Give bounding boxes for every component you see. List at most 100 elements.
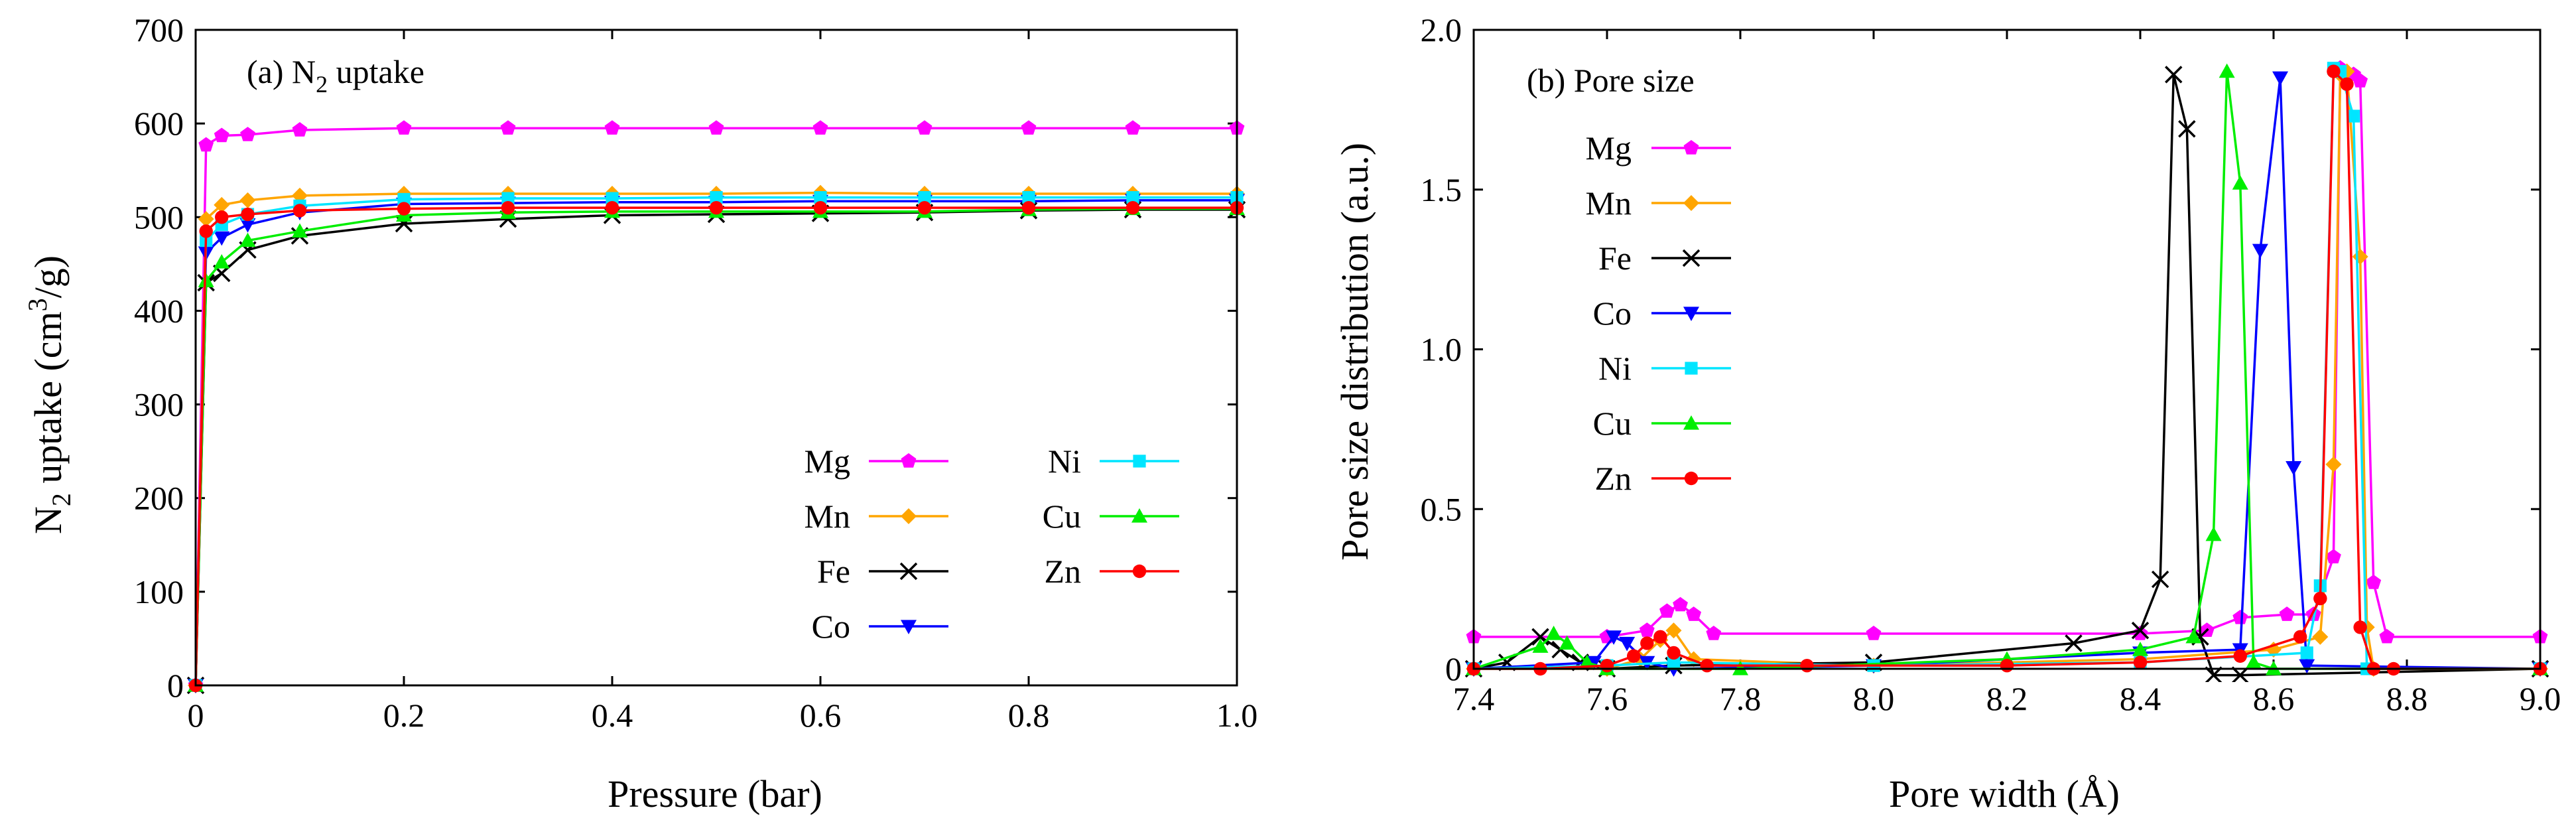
legend-label: Mn (805, 498, 850, 535)
legend-label: Cu (1043, 498, 1081, 535)
panel-a-ticks: 0 0.2 0.4 0.6 0.8 1.0 0 100 200 300 400 500 600 700 (134, 11, 1257, 734)
data-point-mg (292, 122, 308, 137)
data-point-zn (2353, 620, 2367, 634)
data-point-cu (2185, 628, 2202, 644)
data-point-zn (917, 200, 932, 215)
data-point-zn (2133, 656, 2148, 669)
legend-label: Ni (1598, 350, 1632, 387)
series-cu (188, 200, 1245, 692)
data-point-zn (2293, 630, 2307, 644)
series-line-cu (1473, 71, 2540, 670)
panel-b-frame (1472, 29, 2542, 670)
data-point-mn (198, 211, 214, 228)
data-point-ni (501, 192, 515, 205)
data-point-fe (2205, 666, 2222, 682)
data-point-zn (2327, 64, 2341, 78)
legend-item-mn: Mn (805, 498, 948, 535)
legend-item-mn: Mn (1586, 184, 1731, 222)
series-mn (188, 184, 1245, 693)
data-point-zn (605, 200, 619, 215)
legend-item-co: Co (1593, 295, 1731, 332)
data-point-zn (1653, 630, 1667, 644)
x-tick-label: 7.6 (1586, 680, 1628, 717)
data-point-mg (500, 120, 516, 135)
data-point-mg (1021, 120, 1037, 135)
data-point-mn (2325, 456, 2342, 472)
data-point-mg (1659, 603, 1675, 618)
panel-b-title: (b) Pore size (1527, 62, 1695, 99)
series-co (188, 194, 1245, 693)
legend-label: Mn (1586, 184, 1632, 222)
data-point-mg (2352, 73, 2368, 88)
data-point-co (239, 218, 256, 233)
legend-item-ni: Ni (1048, 443, 1179, 480)
data-point-ni (1022, 191, 1035, 204)
data-point-fe (2065, 634, 2083, 652)
y-tick-label: 100 (134, 573, 184, 610)
x-tick-label: 0.6 (800, 697, 842, 734)
panel-a-legend: Mg Mn Fe Co Ni Cu Zn (805, 443, 1179, 645)
legend-marker-mn (1683, 195, 1699, 211)
panel-a-title: (a) N2 uptake (247, 53, 424, 98)
data-point-mg (1686, 606, 1702, 621)
data-point-co (1619, 636, 1636, 652)
data-point-mg (240, 127, 255, 141)
legend-marker-zn (1132, 564, 1147, 579)
data-point-zn (1627, 649, 1641, 663)
legend-marker-co (901, 620, 917, 634)
series-ni (189, 191, 1244, 692)
data-point-cu (239, 232, 256, 247)
legend-item-mg: Mg (805, 443, 948, 480)
data-point-ni (918, 191, 931, 204)
data-point-fe (2231, 666, 2249, 682)
data-point-mg (198, 137, 214, 152)
data-point-cu (2245, 654, 2262, 669)
data-point-cu (1559, 635, 1575, 650)
data-point-ni (606, 192, 619, 205)
data-point-zn (2313, 591, 2327, 606)
series-line-ni (1473, 66, 2540, 670)
data-point-zn (2000, 658, 2014, 673)
data-point-cu (1532, 638, 1549, 653)
data-point-mg (2326, 549, 2341, 564)
data-point-mn (2312, 628, 2329, 645)
data-point-mg (1125, 120, 1141, 135)
y-tick-label: 2.0 (1421, 11, 1462, 48)
legend-label: Fe (817, 553, 850, 590)
legend-label: Co (812, 608, 850, 645)
data-point-mn (239, 192, 256, 208)
data-point-mg (1639, 622, 1655, 637)
legend-marker-mg (1683, 140, 1699, 155)
data-point-zn (397, 202, 411, 216)
data-point-cu (2232, 175, 2248, 190)
y-tick-label: 1.5 (1421, 171, 1462, 208)
legend-marker-ni (1685, 362, 1698, 375)
series-line-mn (1474, 69, 2540, 670)
legend-item-mg: Mg (1586, 129, 1731, 167)
legend-item-fe: Fe (817, 553, 948, 590)
legend-marker-fe (899, 562, 918, 581)
series-line-zn (1474, 68, 2540, 670)
legend-marker-co (1683, 307, 1699, 321)
data-point-mg (708, 120, 724, 135)
x-tick-label: 1.0 (1216, 697, 1258, 734)
x-tick-label: 0.4 (592, 697, 633, 734)
data-point-zn (199, 224, 213, 238)
data-point-cu (2132, 642, 2148, 656)
data-point-zn (1700, 658, 1714, 673)
legend-label: Mg (805, 443, 850, 480)
x-tick-label: 7.4 (1453, 680, 1495, 717)
data-point-mn (214, 196, 230, 213)
data-point-mg (396, 120, 412, 135)
x-tick-label: 8.2 (1986, 680, 2028, 717)
series-zn (188, 200, 1244, 693)
legend-label: Mg (1586, 129, 1632, 167)
panel-a-uptake-chart: 0 0.2 0.4 0.6 0.8 1.0 0 100 200 300 400 500 600 700 (… (23, 11, 1257, 815)
legend-marker-cu (1683, 415, 1699, 430)
data-point-mg (1673, 596, 1688, 612)
series-line-mn (194, 191, 1237, 686)
data-point-cu (1578, 654, 1595, 669)
data-point-fe (2131, 621, 2150, 640)
x-tick-label: 0.2 (383, 697, 425, 734)
